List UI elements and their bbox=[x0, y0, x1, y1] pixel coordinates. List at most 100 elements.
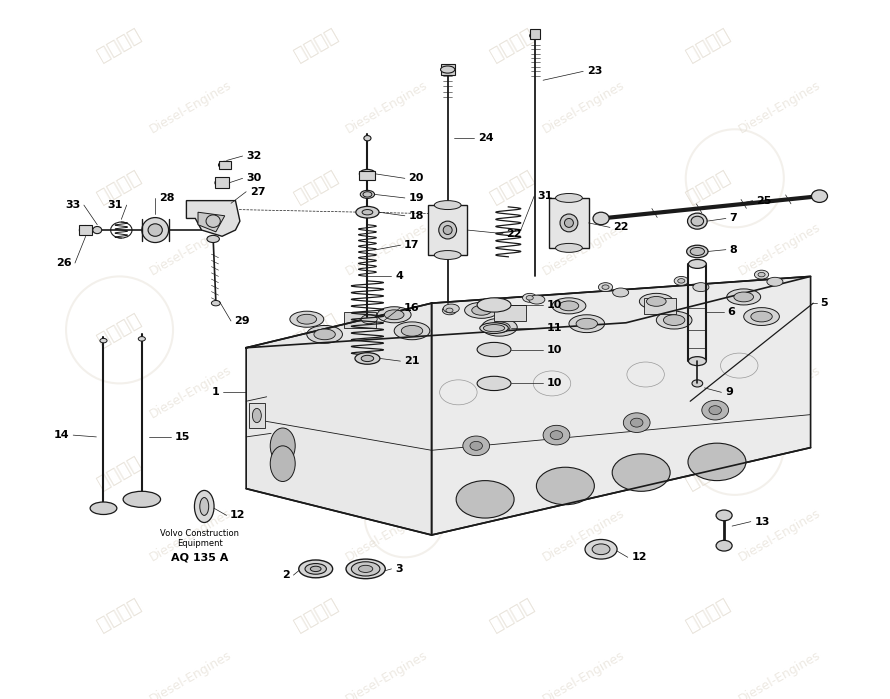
Ellipse shape bbox=[215, 178, 230, 187]
Ellipse shape bbox=[560, 214, 578, 232]
Text: 14: 14 bbox=[54, 430, 69, 440]
Text: 8: 8 bbox=[730, 245, 737, 254]
Ellipse shape bbox=[716, 510, 732, 521]
Text: 3: 3 bbox=[395, 564, 402, 574]
Polygon shape bbox=[494, 305, 526, 321]
Ellipse shape bbox=[751, 311, 773, 322]
Ellipse shape bbox=[470, 441, 482, 450]
Text: 10: 10 bbox=[546, 345, 562, 354]
Ellipse shape bbox=[688, 213, 708, 229]
Text: Diesel-Engines: Diesel-Engines bbox=[736, 78, 822, 136]
Text: 紧发动力: 紧发动力 bbox=[683, 167, 733, 207]
Text: Diesel-Engines: Diesel-Engines bbox=[148, 78, 234, 136]
Polygon shape bbox=[186, 201, 240, 236]
Text: 紧发动力: 紧发动力 bbox=[94, 453, 145, 493]
Ellipse shape bbox=[550, 431, 562, 440]
Text: Diesel-Engines: Diesel-Engines bbox=[148, 649, 234, 699]
Text: 紧发动力: 紧发动力 bbox=[487, 596, 537, 635]
Text: Diesel-Engines: Diesel-Engines bbox=[736, 506, 822, 564]
Ellipse shape bbox=[569, 315, 604, 333]
Ellipse shape bbox=[212, 301, 221, 306]
Ellipse shape bbox=[364, 136, 371, 141]
Ellipse shape bbox=[363, 192, 372, 197]
Text: Diesel-Engines: Diesel-Engines bbox=[540, 506, 627, 564]
Polygon shape bbox=[549, 198, 588, 248]
Text: Diesel-Engines: Diesel-Engines bbox=[344, 78, 431, 136]
Ellipse shape bbox=[361, 315, 377, 324]
Text: 27: 27 bbox=[250, 187, 265, 196]
Text: 1: 1 bbox=[212, 387, 220, 397]
Text: 紧发动力: 紧发动力 bbox=[291, 596, 341, 635]
Text: 23: 23 bbox=[587, 66, 603, 76]
Bar bbox=[249, 403, 265, 428]
Ellipse shape bbox=[219, 161, 231, 168]
Text: 11: 11 bbox=[546, 323, 562, 333]
Polygon shape bbox=[198, 212, 225, 232]
Text: 33: 33 bbox=[65, 200, 80, 210]
Ellipse shape bbox=[537, 467, 595, 505]
Ellipse shape bbox=[477, 376, 511, 391]
Text: 19: 19 bbox=[409, 193, 424, 203]
Ellipse shape bbox=[206, 236, 220, 243]
Text: Diesel-Engines: Diesel-Engines bbox=[344, 363, 431, 421]
Text: 紧发动力: 紧发动力 bbox=[94, 24, 145, 64]
Text: 25: 25 bbox=[756, 196, 772, 206]
Ellipse shape bbox=[463, 436, 490, 456]
Bar bbox=[215, 178, 230, 188]
Ellipse shape bbox=[727, 289, 761, 305]
Ellipse shape bbox=[687, 245, 708, 258]
Ellipse shape bbox=[441, 66, 455, 73]
Text: 26: 26 bbox=[56, 258, 71, 268]
Ellipse shape bbox=[297, 315, 317, 324]
Ellipse shape bbox=[79, 226, 92, 234]
Ellipse shape bbox=[612, 454, 670, 491]
Text: 10: 10 bbox=[546, 300, 562, 310]
Ellipse shape bbox=[361, 355, 374, 361]
Ellipse shape bbox=[758, 273, 765, 277]
Text: 紧发动力: 紧发动力 bbox=[94, 596, 145, 635]
Ellipse shape bbox=[489, 322, 510, 333]
Text: Diesel-Engines: Diesel-Engines bbox=[540, 78, 627, 136]
Text: Diesel-Engines: Diesel-Engines bbox=[540, 221, 627, 278]
Ellipse shape bbox=[138, 337, 145, 341]
Ellipse shape bbox=[602, 285, 609, 289]
Ellipse shape bbox=[142, 217, 168, 243]
Ellipse shape bbox=[360, 190, 375, 199]
Ellipse shape bbox=[552, 298, 586, 314]
Ellipse shape bbox=[314, 329, 336, 340]
Text: 21: 21 bbox=[404, 356, 419, 366]
Text: 9: 9 bbox=[725, 387, 732, 397]
Text: 28: 28 bbox=[158, 193, 174, 203]
Ellipse shape bbox=[674, 276, 689, 285]
Ellipse shape bbox=[434, 250, 461, 259]
Ellipse shape bbox=[564, 219, 573, 227]
Text: 12: 12 bbox=[631, 552, 647, 562]
Ellipse shape bbox=[483, 324, 505, 332]
Ellipse shape bbox=[522, 294, 537, 302]
Text: 15: 15 bbox=[174, 432, 190, 442]
Ellipse shape bbox=[443, 304, 459, 313]
Text: 30: 30 bbox=[247, 173, 262, 183]
Text: 紧发动力: 紧发动力 bbox=[94, 167, 145, 207]
Ellipse shape bbox=[688, 443, 746, 481]
Ellipse shape bbox=[394, 322, 430, 340]
Bar bbox=[219, 161, 231, 169]
Ellipse shape bbox=[457, 481, 514, 518]
Text: 紧发动力: 紧发动力 bbox=[683, 453, 733, 493]
Text: 24: 24 bbox=[478, 134, 494, 143]
Ellipse shape bbox=[199, 498, 209, 515]
Text: 10: 10 bbox=[546, 378, 562, 389]
Ellipse shape bbox=[702, 401, 729, 420]
Text: Diesel-Engines: Diesel-Engines bbox=[148, 363, 234, 421]
Text: 32: 32 bbox=[247, 151, 262, 161]
Text: Diesel-Engines: Diesel-Engines bbox=[344, 506, 431, 564]
Ellipse shape bbox=[271, 428, 295, 463]
Ellipse shape bbox=[593, 212, 609, 224]
Text: 紧发动力: 紧发动力 bbox=[683, 24, 733, 64]
Ellipse shape bbox=[271, 446, 295, 482]
Ellipse shape bbox=[442, 306, 457, 315]
Text: 紧发动力: 紧发动力 bbox=[291, 310, 341, 350]
Ellipse shape bbox=[689, 356, 707, 366]
Text: 紧发动力: 紧发动力 bbox=[487, 453, 537, 493]
Ellipse shape bbox=[253, 408, 262, 423]
